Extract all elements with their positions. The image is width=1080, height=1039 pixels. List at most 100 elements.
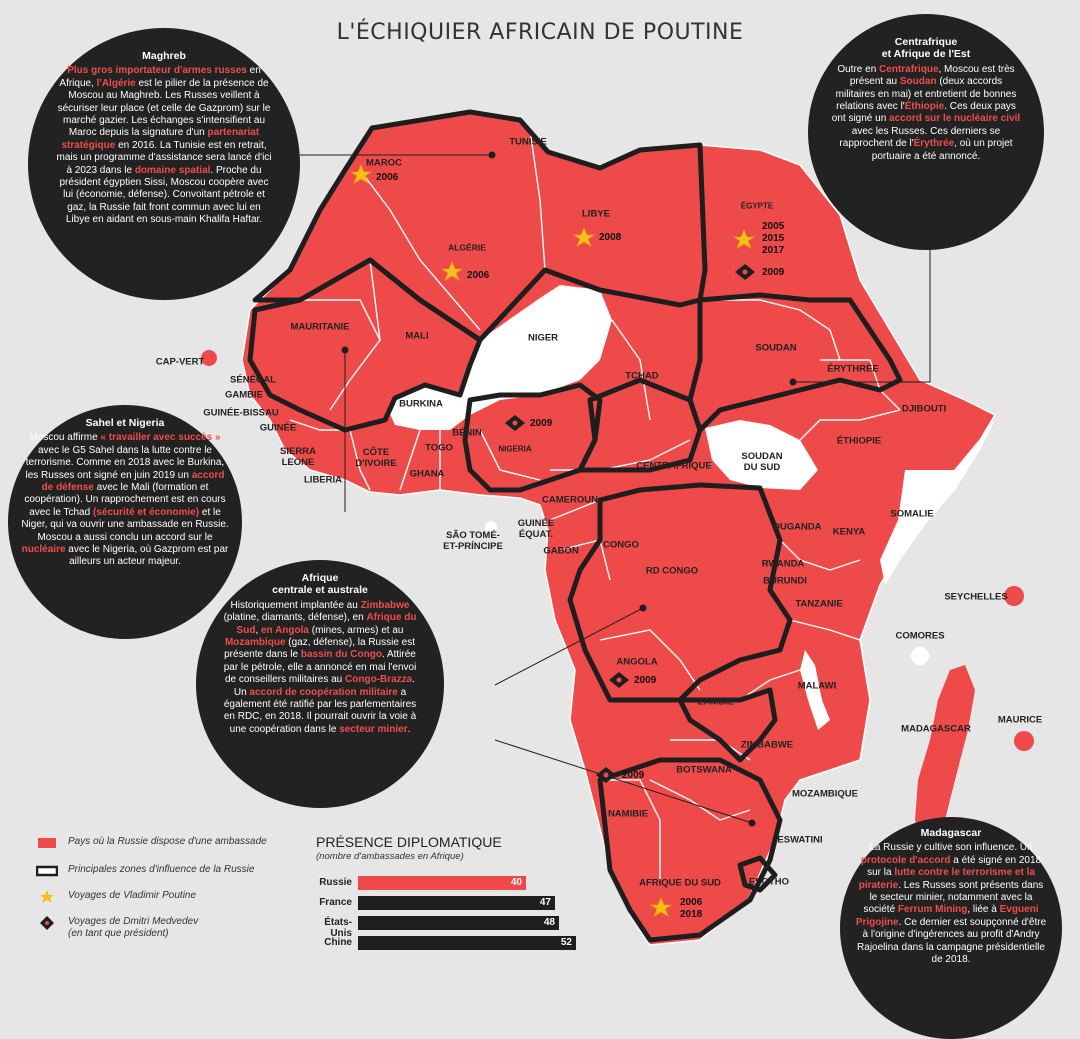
label-gabon: GABON — [543, 545, 579, 557]
label-senegal: SÉNÉGAL — [230, 374, 276, 386]
bar-value: 40 — [510, 877, 522, 888]
bubble-maghreb: Maghreb Plus gros importateur d'armes ru… — [28, 28, 300, 300]
label-cap-vert: CAP-VERT — [155, 356, 205, 368]
legend-diamond-icon — [40, 916, 54, 930]
label-madagascar: MADAGASCAR — [901, 723, 971, 735]
legend-ambassade-text: Pays où la Russie dispose d'une ambassad… — [68, 836, 267, 847]
label-cote-ivoire: CÔTE D'IVOIRE — [355, 447, 397, 469]
label-benin: BÉNIN — [452, 427, 482, 439]
star-libye — [573, 227, 595, 247]
cap-vert-dot — [201, 350, 217, 366]
label-namibie: NAMIBIE — [607, 808, 649, 820]
year-nigeria: 2009 — [530, 418, 553, 429]
label-ghana: GHANA — [409, 468, 445, 480]
label-ethiopie: ÉTHIOPIE — [836, 435, 882, 447]
bar-value: 47 — [539, 897, 551, 908]
label-malawi: MALAWI — [797, 680, 837, 692]
label-zimbabwe: ZIMBABWE — [740, 739, 794, 751]
label-botswana: BOTSWANA — [676, 764, 732, 776]
bubble-madagascar: Madagascar La Russie y cultive son influ… — [840, 817, 1062, 1039]
bar-label: Russie — [319, 877, 352, 888]
medvedev-diamonds — [505, 264, 755, 783]
bubble-maghreb-title: Maghreb — [142, 50, 186, 62]
year-angola: 2009 — [634, 675, 657, 686]
year-afrique-du-sud: 2006 2018 — [680, 897, 703, 920]
label-mauritanie: MAURITANIE — [290, 321, 350, 333]
somalia-shape — [880, 420, 995, 585]
diamond-angola — [609, 672, 629, 688]
niger-shape — [460, 285, 612, 415]
label-rd-congo: RD CONGO — [645, 565, 699, 577]
label-libye: LIBYE — [582, 208, 610, 220]
influence-zones — [247, 109, 903, 943]
year-namibie: 2009 — [622, 770, 645, 781]
legend-zones-text: Principales zones d'influence de la Russ… — [68, 864, 255, 875]
diplomatic-subtitle: (nombre d'ambassades en Afrique) — [316, 851, 464, 862]
lake-malawi — [800, 650, 830, 730]
bar-label: États-Unis — [324, 917, 352, 939]
label-erythree: ÉRYTHRÉE — [827, 363, 879, 375]
bubble-centrale-text: Historiquement implantée au Zimbabwe (pl… — [223, 599, 417, 735]
label-algerie: ALGÉRIE — [448, 242, 486, 253]
label-soudan: SOUDAN — [755, 342, 797, 354]
bubble-est-text: Outre en Centrafrique, Moscou est très p… — [831, 63, 1021, 162]
bar — [358, 896, 555, 910]
diplomatic-presence: PRÉSENCE DIPLOMATIQUE (nombre d'ambassad… — [316, 834, 616, 950]
bubble-sahel-text: Moscou affirme « travailler avec succès … — [21, 432, 229, 568]
label-congo: CONGO — [603, 539, 639, 551]
legend-ambassade-swatch — [38, 838, 56, 848]
maurice-dot — [1014, 731, 1034, 751]
label-cameroun: CAMEROUN — [542, 494, 598, 506]
leader-lines — [300, 154, 931, 824]
label-liberia: LIBERIA — [304, 474, 342, 486]
legend-star-icon — [40, 890, 54, 903]
bubble-est: Centrafrique et Afrique de l'Est Outre e… — [808, 14, 1044, 250]
bubble-maghreb-text: Plus gros importateur d'armes russes en … — [56, 65, 272, 226]
sao-tome-dot — [485, 521, 497, 533]
year-algerie: 2006 — [467, 270, 490, 281]
bubble-sahel-title: Sahel et Nigeria — [85, 417, 165, 429]
leader-dots — [341, 151, 797, 827]
label-gambie: GAMBIE — [225, 389, 263, 401]
label-comores: COMORES — [895, 630, 945, 642]
seychelles-dot — [1004, 586, 1024, 606]
label-tchad: TCHAD — [625, 370, 659, 382]
label-mali: MALI — [405, 330, 429, 342]
bubble-sahel: Sahel et Nigeria Moscou affirme « travai… — [8, 405, 242, 639]
legend-poutine-text: Voyages de Vladimir Poutine — [68, 890, 197, 901]
year-egypte-putin: 2005 2015 2017 — [762, 221, 785, 256]
label-centrafrique: CENTRAFRIQUE — [636, 460, 712, 472]
bar-row-0: Russie 40 — [316, 876, 616, 890]
label-tanzanie: TANZANIE — [795, 598, 843, 610]
label-guinee: GUINÉE — [259, 422, 297, 434]
label-afrique-du-sud: AFRIQUE DU SUD — [639, 877, 721, 889]
bar-label: France — [319, 897, 352, 908]
label-seychelles: SEYCHELLES — [944, 591, 1008, 603]
label-eswatini: ESWATINI — [777, 834, 823, 846]
bar — [358, 936, 576, 950]
bubble-madagascar-title: Madagascar — [920, 827, 982, 839]
label-zambie: ZAMBIE — [697, 696, 735, 708]
label-ouganda: OUGANDA — [772, 521, 822, 533]
bar-value: 52 — [560, 937, 572, 948]
diamond-egypte — [735, 264, 755, 280]
label-sierra-leone: SIERRA LEONE — [280, 446, 316, 468]
south-sudan-shape — [705, 420, 818, 490]
map-title: L'ÉCHIQUIER AFRICAIN DE POUTINE — [336, 20, 744, 45]
label-sao-tome: SÃO TOMÉ- ET-PRÍNCIPE — [443, 530, 503, 552]
label-maroc: MAROC — [366, 157, 402, 169]
label-mozambique: MOZAMBIQUE — [792, 788, 858, 800]
label-maurice: MAURICE — [997, 714, 1043, 726]
legend-zones-swatch — [36, 865, 58, 877]
legend-medvedev-text: Voyages de Dmitri Medvedev (en tant que … — [68, 916, 199, 939]
diamond-namibie — [596, 767, 616, 783]
year-libye: 2008 — [599, 232, 622, 243]
bar-value: 48 — [543, 917, 555, 928]
bubble-centrale: Afrique centrale et australe Historiquem… — [196, 560, 444, 808]
label-guinee-bissau: GUINÉE-BISSAU — [203, 407, 279, 419]
label-burundi: BURUNDI — [763, 575, 807, 587]
bubble-centrale-title: Afrique centrale et australe — [272, 572, 368, 597]
bar-row-1: France 47 — [316, 896, 616, 910]
label-togo: TOGO — [425, 442, 453, 454]
